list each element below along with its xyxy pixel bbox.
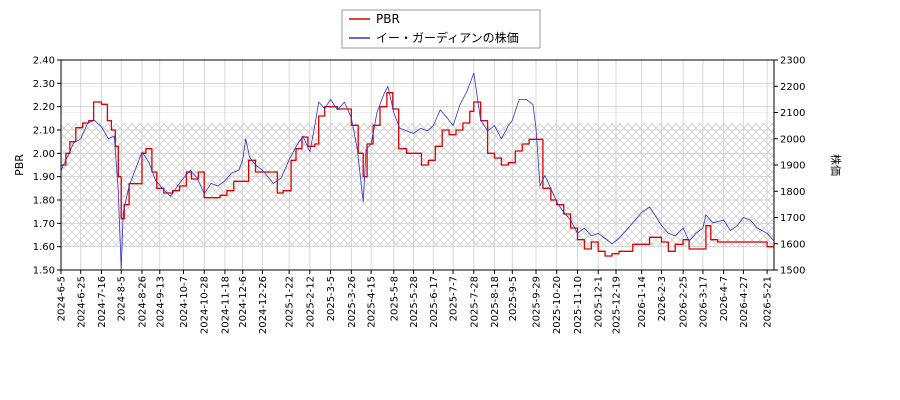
x-tick-label-9: 2024-12-6 (238, 276, 249, 328)
left-tick-label-8: 2.30 (33, 79, 55, 90)
legend-box (341, 9, 541, 49)
right-tick-label-2: 1700 (780, 213, 805, 224)
x-tick-label-10: 2024-12-26 (258, 276, 269, 334)
x-tick-label-32: 2026-4-7 (719, 276, 730, 321)
x-tick-label-14: 2025-3-26 (347, 276, 358, 328)
left-tick-label-2: 1.70 (33, 219, 55, 230)
x-axis-ticks: 2024-6-5 2024-6-25 2024-7-16 2024-8-5 2024-8… (57, 270, 774, 334)
x-tick-label-22: 2025-9-5 (508, 276, 519, 321)
right-tick-label-0: 1500 (780, 266, 805, 277)
x-tick-label-27: 2025-12-19 (611, 276, 622, 334)
x-tick-label-19: 2025-7-7 (449, 276, 460, 321)
x-tick-label-13: 2025-3-5 (326, 276, 337, 321)
left-tick-label-0: 1.50 (33, 266, 55, 277)
left-tick-label-4: 1.90 (33, 172, 55, 183)
right-tick-label-7: 2200 (780, 82, 805, 93)
x-tick-label-15: 2025-4-15 (367, 276, 378, 328)
left-tick-label-7: 2.20 (33, 102, 55, 113)
right-tick-label-5: 2000 (780, 134, 805, 145)
x-tick-label-21: 2025-8-18 (490, 276, 501, 328)
right-tick-label-6: 2100 (780, 108, 805, 119)
x-tick-label-29: 2026-2-3 (657, 276, 668, 321)
x-tick-label-20: 2025-7-28 (469, 276, 480, 328)
right-tick-label-3: 1800 (780, 187, 805, 198)
x-tick-label-5: 2024-9-13 (155, 276, 166, 328)
x-tick-label-1: 2024-6-25 (76, 276, 87, 328)
x-tick-label-17: 2025-5-28 (409, 276, 420, 328)
x-tick-label-26: 2025-12-1 (594, 276, 605, 328)
right-tick-label-8: 2300 (780, 56, 805, 67)
left-tick-label-6: 2.10 (33, 126, 55, 137)
x-tick-label-25: 2025-11-10 (573, 276, 584, 334)
left-tick-label-5: 2.00 (33, 149, 55, 160)
x-tick-label-31: 2026-3-17 (698, 276, 709, 328)
series-layer (61, 72, 774, 270)
x-tick-label-8: 2024-11-18 (220, 276, 231, 334)
x-tick-label-33: 2026-4-27 (739, 276, 750, 328)
x-tick-label-24: 2025-10-20 (552, 276, 563, 334)
x-tick-label-18: 2025-6-17 (429, 276, 440, 328)
legend-label-pbr: PBR (376, 12, 400, 26)
x-tick-label-23: 2025-9-29 (532, 276, 543, 328)
series-line-price (61, 72, 774, 270)
x-tick-label-7: 2024-10-28 (200, 276, 211, 334)
x-tick-label-30: 2026-2-25 (679, 276, 690, 328)
hatched-band (61, 123, 774, 247)
x-tick-label-2: 2024-7-16 (97, 276, 108, 328)
right-tick-label-1: 1600 (780, 239, 805, 250)
x-tick-label-16: 2025-5-8 (389, 276, 400, 321)
legend: PBR イー・ガーディアンの株価 (341, 9, 541, 49)
x-tick-label-0: 2024-6-5 (57, 276, 68, 321)
legend-label-price: イー・ガーディアンの株価 (376, 30, 519, 45)
x-tick-label-6: 2024-10-7 (179, 276, 190, 328)
right-axis-title: 株価 (829, 154, 843, 176)
x-tick-label-12: 2025-2-12 (305, 276, 316, 328)
right-tick-label-4: 1900 (780, 161, 805, 172)
x-tick-label-3: 2024-8-5 (117, 276, 128, 321)
left-axis-ticks: 1.50 1.60 1.70 1.80 1.90 2.00 2.10 2.20 2.30 2.40 (33, 56, 61, 277)
x-tick-label-28: 2026-1-14 (637, 276, 648, 328)
series-line-pbr (61, 92, 774, 257)
x-tick-label-11: 2025-1-22 (285, 276, 296, 328)
left-tick-label-1: 1.60 (33, 242, 55, 253)
left-axis-title: PBR (13, 154, 26, 176)
left-tick-label-9: 2.40 (33, 56, 55, 67)
left-tick-label-3: 1.80 (33, 196, 55, 207)
x-tick-label-34: 2026-5-21 (763, 276, 774, 328)
x-tick-label-4: 2024-8-26 (137, 276, 148, 328)
hatched-band-layer (61, 123, 774, 247)
right-axis-ticks: 1500 1600 1700 1800 1900 2000 2100 2200 2300 (774, 56, 805, 277)
